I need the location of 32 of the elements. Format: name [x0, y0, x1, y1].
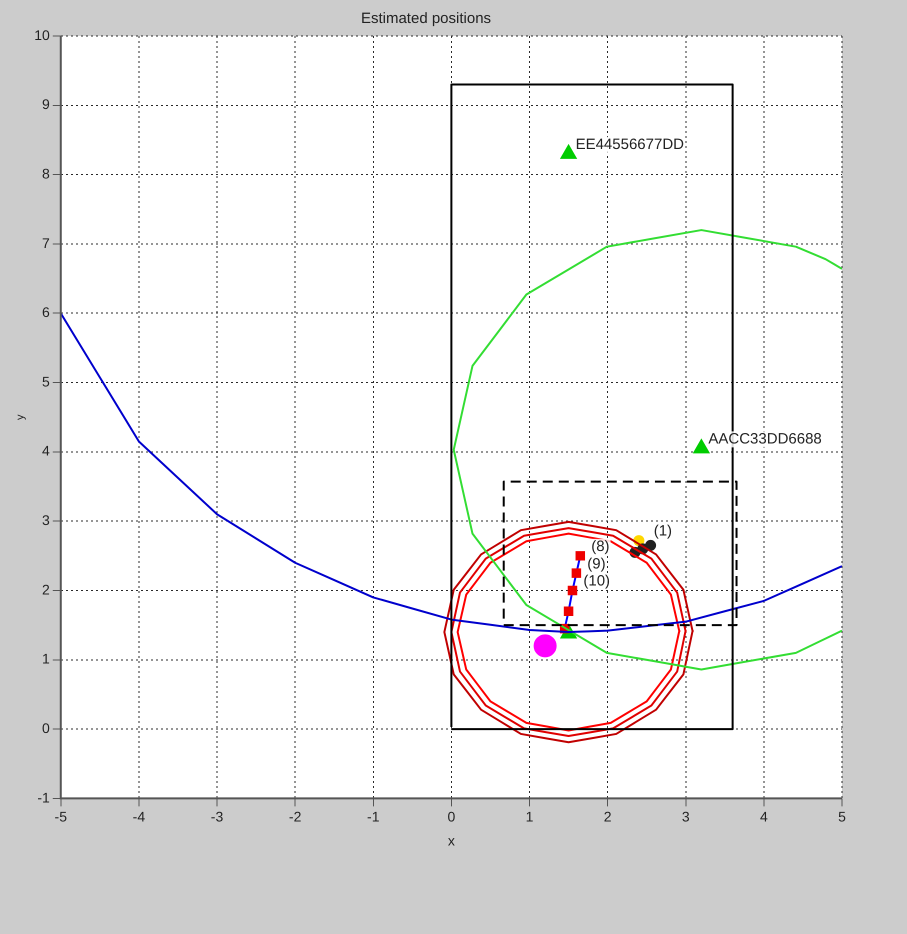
- chart-title: Estimated positions: [360, 10, 492, 28]
- y-tick-label: 7: [42, 234, 50, 251]
- x-tick-label: -5: [54, 808, 68, 825]
- y-tick-label: 10: [34, 26, 50, 43]
- y-axis-title: y: [14, 414, 27, 420]
- annotation: (10): [583, 572, 610, 590]
- x-tick-label: 2: [604, 808, 612, 825]
- annotation: (8): [591, 538, 610, 555]
- y-tick-label: 4: [42, 442, 50, 459]
- y-tick-label: -1: [37, 789, 50, 806]
- y-tick-label: 2: [42, 581, 50, 598]
- y-tick-label: 3: [42, 512, 50, 528]
- y-tick-label: 0: [42, 720, 50, 736]
- x-tick-label: -4: [132, 808, 146, 825]
- x-tick-label: 1: [526, 808, 534, 825]
- x-tick-label: -1: [367, 808, 380, 825]
- x-tick-label: 0: [447, 808, 456, 825]
- x-tick-label: -2: [288, 808, 302, 825]
- x-tick-label: -3: [210, 808, 224, 825]
- y-tick-label: 1: [42, 650, 50, 667]
- annotation: (1): [654, 522, 672, 540]
- x-axis-title: x: [448, 832, 455, 848]
- y-tick-label: 8: [42, 165, 50, 182]
- y-tick-label: 9: [42, 96, 50, 112]
- x-tick-label: 3: [682, 808, 690, 825]
- y-tick-label: 5: [42, 373, 50, 390]
- annotation: AACC33DD6688: [708, 430, 822, 448]
- x-tick-label: 4: [760, 808, 768, 825]
- annotation: EE44556677DD: [576, 136, 684, 153]
- x-tick-label: 5: [838, 808, 846, 825]
- y-tick-label: 6: [42, 304, 50, 320]
- annotation: (9): [587, 555, 606, 572]
